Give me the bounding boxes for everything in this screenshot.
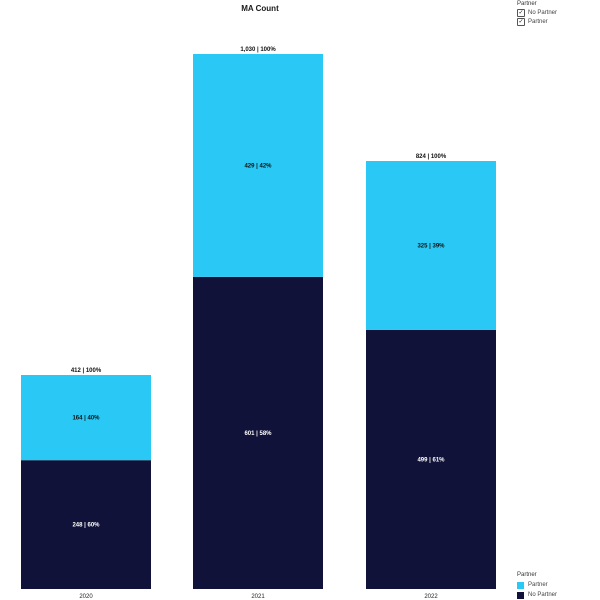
- filter-item-partner[interactable]: ✓ Partner: [517, 17, 557, 26]
- checkbox-icon[interactable]: ✓: [517, 8, 525, 17]
- total-label-2021: 1,030 | 100%: [240, 47, 276, 53]
- legend-swatch-partner: [517, 581, 524, 589]
- total-label-2020: 412 | 100%: [71, 368, 102, 374]
- filter-title: Partner: [517, 1, 537, 7]
- data-label-no-partner-2021: 601 | 58%: [244, 431, 272, 437]
- bar-partner-2021: [193, 54, 323, 277]
- data-label-partner-2021: 429 | 42%: [244, 163, 272, 169]
- x-tick-label-2020: 2020: [79, 594, 93, 600]
- bar-partner-2022: [366, 161, 496, 330]
- bar-partner-2020: [21, 375, 151, 461]
- filter-item-no-partner[interactable]: ✓ No Partner: [517, 8, 557, 17]
- data-label-no-partner-2020: 248 | 60%: [72, 523, 100, 529]
- bar-no-partner-2021: [193, 276, 323, 589]
- x-tick-label-2021: 2021: [251, 594, 265, 600]
- partner-filter: Partner ✓ No Partner ✓ Partner: [517, 1, 557, 26]
- data-label-partner-2022: 325 | 39%: [417, 243, 445, 249]
- data-label-partner-2020: 164 | 40%: [72, 416, 100, 422]
- legend-swatch-no-partner: [517, 591, 524, 599]
- filter-item-label: No Partner: [528, 9, 558, 16]
- total-label-2022: 824 | 100%: [416, 154, 447, 160]
- legend-item-label: No Partner: [528, 592, 558, 598]
- legend-item-partner: Partner: [517, 580, 557, 590]
- chart-title: MA Count: [241, 4, 279, 13]
- data-label-no-partner-2022: 499 | 61%: [417, 457, 445, 463]
- color-legend: Partner Partner No Partner: [517, 572, 557, 600]
- legend-item-no-partner: No Partner: [517, 590, 557, 600]
- bar-no-partner-2022: [366, 329, 496, 589]
- checkbox-icon[interactable]: ✓: [517, 17, 525, 26]
- filter-item-label: Partner: [528, 18, 548, 25]
- legend-title: Partner: [517, 572, 537, 578]
- legend-item-label: Partner: [528, 582, 548, 588]
- bar-no-partner-2020: [21, 460, 151, 589]
- x-tick-label-2022: 2022: [424, 594, 438, 600]
